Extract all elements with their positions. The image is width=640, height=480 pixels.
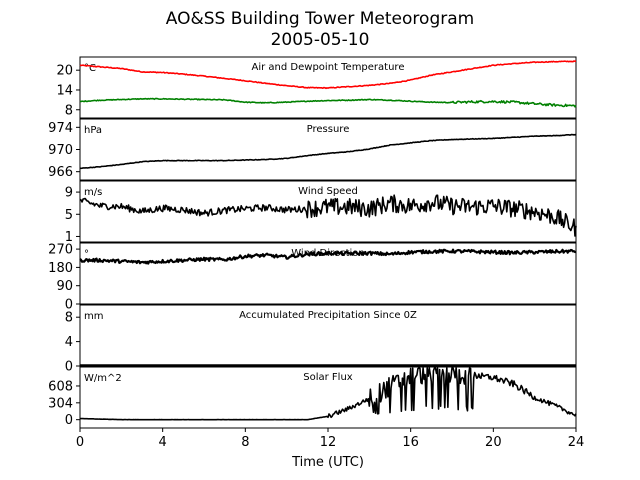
panel-title-3: Wind Speed bbox=[298, 186, 358, 197]
panel-unit-3: m/s bbox=[84, 187, 102, 198]
panel-title-5: Accumulated Precipitation Since 0Z bbox=[239, 310, 417, 321]
y-tick-label-6-1: 0 bbox=[65, 413, 73, 428]
y-tick-label-6-2: 304 bbox=[48, 396, 73, 411]
y-tick-label-4-2: 90 bbox=[56, 279, 73, 294]
y-tick-label-3-3: 9 bbox=[65, 186, 73, 201]
y-tick-label-3-2: 5 bbox=[65, 208, 73, 223]
x-axis-label: Time (UTC) bbox=[291, 455, 364, 470]
y-tick-label-1-2: 14 bbox=[56, 83, 73, 98]
series-line-4-1 bbox=[79, 248, 577, 265]
y-tick-label-1-1: 8 bbox=[65, 103, 73, 118]
y-tick-label-3-1: 1 bbox=[65, 230, 73, 245]
series-line-3-1 bbox=[79, 194, 577, 237]
panel-unit-4: ° bbox=[84, 249, 89, 260]
y-tick-label-2-3: 974 bbox=[48, 121, 73, 136]
y-tick-label-4-4: 270 bbox=[48, 243, 73, 258]
series-line-1-2 bbox=[79, 97, 577, 108]
panel-title-2: Pressure bbox=[307, 124, 350, 135]
y-tick-label-5-1: 0 bbox=[65, 360, 73, 375]
figure-title: AO&SS Building Tower Meteorogram bbox=[166, 9, 474, 29]
panel-unit-1: °C bbox=[84, 63, 96, 74]
series-line-6-1 bbox=[79, 367, 577, 421]
y-tick-label-6-3: 608 bbox=[48, 379, 73, 394]
series-line-1-1 bbox=[79, 60, 577, 90]
panel-frame-4 bbox=[79, 242, 577, 305]
x-tick-label-1: 0 bbox=[76, 435, 84, 450]
y-tick-label-5-3: 8 bbox=[65, 311, 73, 326]
panel-title-6: Solar Flux bbox=[303, 372, 353, 383]
x-tick-label-2: 4 bbox=[159, 435, 167, 450]
x-tick-label-5: 16 bbox=[402, 435, 419, 450]
panel-frame-5 bbox=[79, 304, 577, 367]
series-line-2-1 bbox=[79, 133, 577, 170]
y-tick-label-1-3: 20 bbox=[56, 64, 73, 79]
y-tick-label-2-1: 966 bbox=[48, 165, 73, 180]
y-tick-label-2-2: 970 bbox=[48, 143, 73, 158]
panel-title-1: Air and Dewpoint Temperature bbox=[252, 62, 405, 73]
panel-frame-3 bbox=[79, 180, 577, 243]
x-axis: 0 4 8 12 16 20 24 bbox=[76, 428, 584, 450]
panel-unit-6: W/m^2 bbox=[84, 373, 122, 384]
x-tick-label-4: 12 bbox=[320, 435, 337, 450]
y-tick-label-4-1: 0 bbox=[65, 298, 73, 313]
x-tick-label-7: 24 bbox=[568, 435, 585, 450]
figure-date: 2005-05-10 bbox=[271, 30, 370, 50]
x-tick-label-6: 20 bbox=[485, 435, 502, 450]
panel-frame-1 bbox=[79, 56, 577, 119]
y-tick-label-4-3: 180 bbox=[48, 261, 73, 276]
x-tick-label-3: 8 bbox=[241, 435, 249, 450]
y-tick-label-5-2: 4 bbox=[65, 335, 73, 350]
panel-unit-2: hPa bbox=[84, 125, 102, 136]
panel-unit-5: mm bbox=[84, 311, 103, 322]
